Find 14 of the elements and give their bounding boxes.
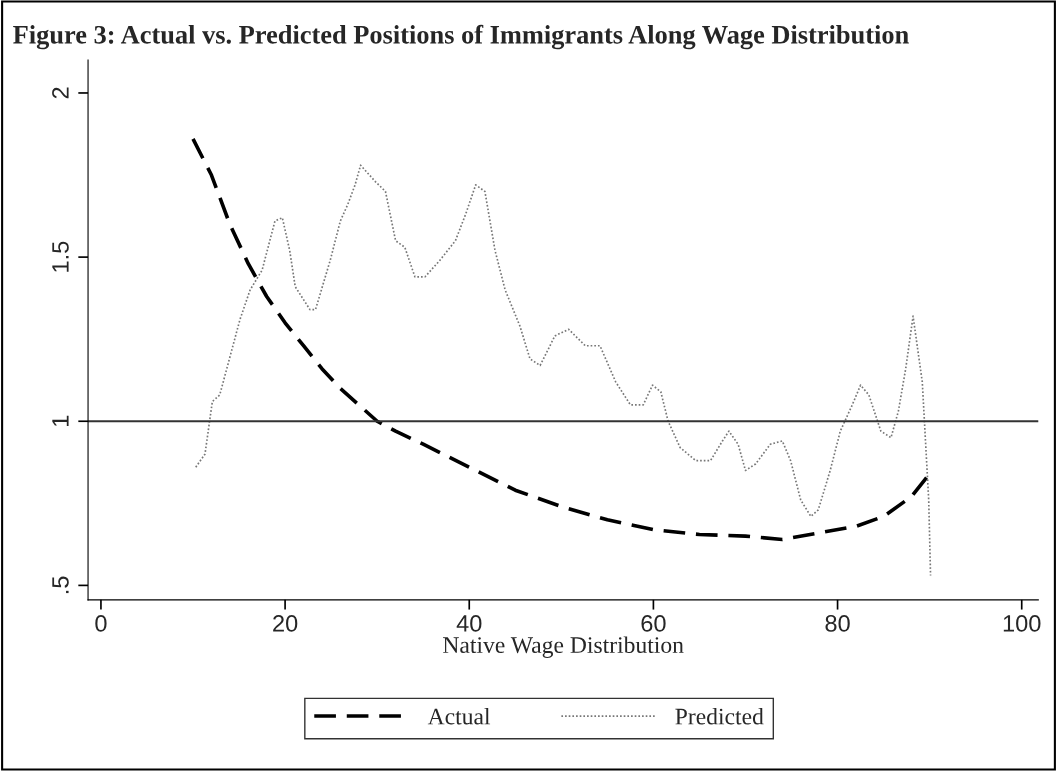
x-axis-title: Native Wage Distribution: [443, 636, 684, 658]
legend-label: Actual: [427, 707, 491, 725]
y-tick-label: 1.5: [52, 241, 69, 272]
x-tick-label: 0: [95, 615, 107, 632]
x-tick-label: 20: [273, 615, 298, 632]
chart-title: Figure 3: Actual vs. Predicted Positions of Immigrants Along Wage Distribution: [13, 24, 909, 50]
y-tick-label: 1: [52, 415, 69, 427]
x-tick-label: 60: [641, 615, 666, 632]
legend-label: Predicted: [675, 707, 764, 725]
y-tick-label: 2: [52, 87, 69, 99]
x-tick-label: 100: [1003, 615, 1041, 632]
x-tick-label: 80: [825, 615, 850, 632]
y-tick-label: .5: [52, 576, 69, 594]
x-tick-label: 40: [456, 615, 482, 632]
